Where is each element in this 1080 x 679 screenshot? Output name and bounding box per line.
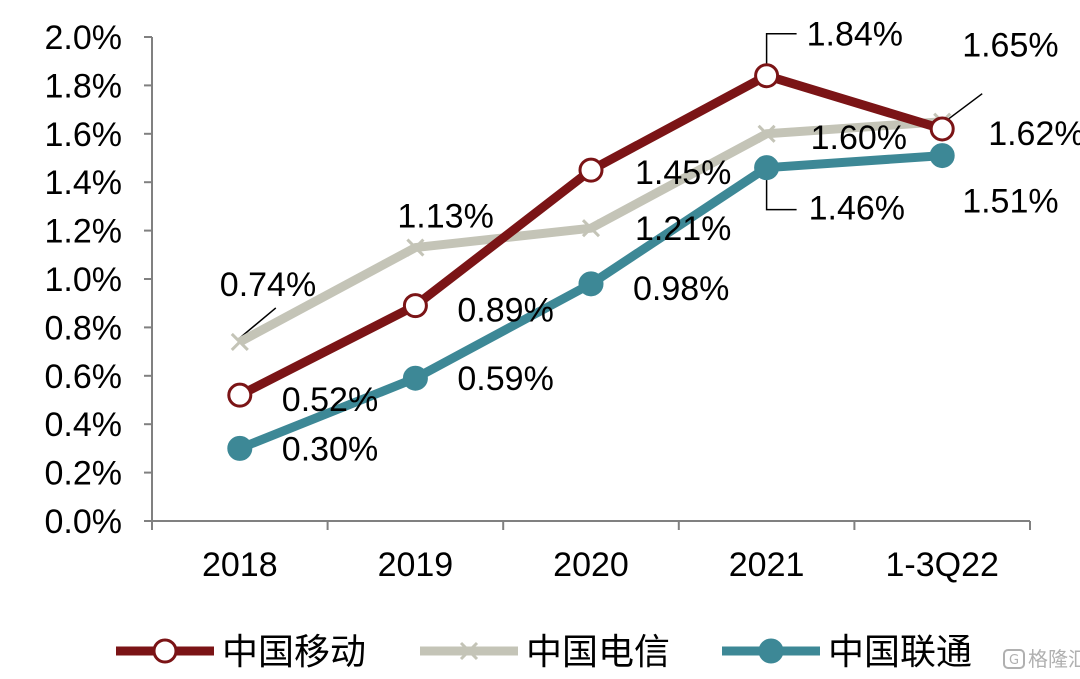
y-tick-label: 0.4% [45,406,123,444]
data-point [404,295,426,317]
y-tick-label: 0.0% [45,503,123,541]
line-chart: 0.0% 0.2% 0.4% 0.6% 0.8% 1.0% 1.2% 1.4% 1.6% 1.8%… [0,0,1080,679]
data-label: 1.46% [809,190,905,228]
leader-line [767,34,797,64]
label-leader-lines [240,34,982,338]
data-point [759,639,783,663]
x-tick-label: 2019 [378,546,454,584]
data-point [930,144,954,168]
data-label: 1.84% [807,16,903,54]
data-labels: 0.52% 0.89% 1.45% 1.84% 1.62% 0.74% 1.13% 1.21%… [220,16,1080,469]
data-label: 1.51% [962,183,1058,221]
y-tick-label: 1.6% [45,116,123,154]
y-tick-label: 2.0% [45,19,123,57]
legend-label: 中国联通 [828,632,972,673]
y-tick-label: 1.8% [45,67,123,105]
x-tick-label: 2021 [729,546,805,584]
data-label: 1.65% [962,27,1058,65]
x-tick-label: 2018 [202,546,278,584]
x-tick-label: 2020 [553,546,629,584]
data-label: 0.89% [457,292,553,330]
legend: 中国移动 中国电信 中国联通 [116,632,972,673]
data-point [931,118,953,140]
svg-text:G: G [1009,653,1019,668]
data-label: 0.59% [457,360,553,398]
legend-item: 中国电信 [420,632,670,673]
data-label: 0.74% [220,266,316,304]
data-point [229,384,251,406]
data-label: 1.60% [811,119,907,157]
data-point [154,640,176,662]
data-label: 1.45% [635,154,731,192]
data-label: 0.30% [282,430,378,468]
legend-label: 中国移动 [222,632,366,673]
series-0 [229,65,953,406]
data-point [580,159,602,181]
leader-line [767,180,797,210]
y-tick-label: 1.0% [45,261,123,299]
data-point [228,436,252,460]
data-point [579,272,603,296]
legend-label: 中国电信 [526,632,670,673]
data-label: 0.52% [282,381,378,419]
y-tick-label: 0.6% [45,358,123,396]
data-point [756,65,778,87]
data-point [403,366,427,390]
legend-item: 中国移动 [116,632,366,673]
legend-item: 中国联通 [722,632,972,673]
y-tick-label: 1.4% [45,164,123,202]
y-tick-label: 0.2% [45,455,123,493]
watermark: G 格隆汇 [1004,647,1080,671]
data-label: 1.13% [397,198,493,236]
y-tick-label: 1.2% [45,213,123,251]
data-label: 1.21% [635,210,731,248]
x-tick-label: 1-3Q22 [885,546,998,584]
y-tick-label: 0.8% [45,309,123,347]
data-label: 0.98% [633,270,729,308]
data-point [755,156,779,180]
watermark-text: 格隆汇 [1028,647,1080,671]
data-label: 1.62% [988,115,1080,153]
